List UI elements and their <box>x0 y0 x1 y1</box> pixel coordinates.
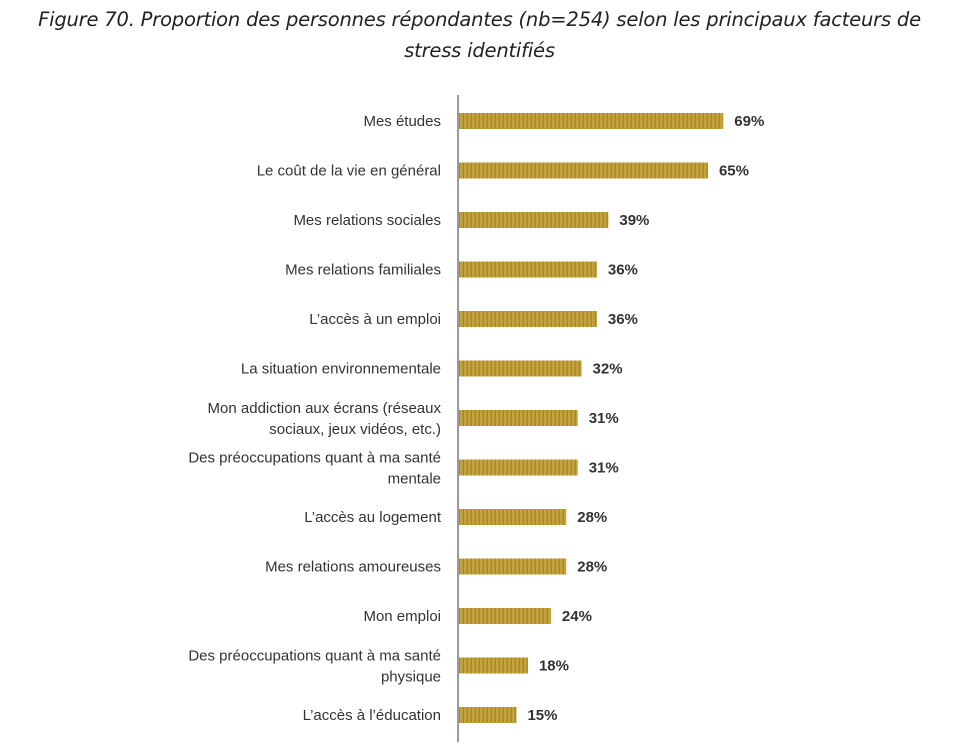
category-label: Mon emploi <box>363 608 441 625</box>
category-label: Des préoccupations quant à ma santé <box>188 450 441 467</box>
bar <box>459 707 517 723</box>
bar <box>459 410 578 426</box>
bar <box>459 608 551 624</box>
category-label: sociaux, jeux vidéos, etc.) <box>269 421 441 438</box>
data-label: 31% <box>589 460 619 477</box>
category-label: L’accès à l’éducation <box>303 707 441 724</box>
data-label: 36% <box>608 262 638 279</box>
data-label: 15% <box>527 707 557 724</box>
category-label: mentale <box>388 471 441 488</box>
bars-group: 69% Mes études 65% Le coût de la vie en gén… <box>188 113 764 724</box>
data-label: 32% <box>593 361 623 378</box>
category-label: Des préoccupations quant à ma santé <box>188 648 441 665</box>
bar <box>459 360 582 377</box>
bar <box>459 261 597 278</box>
data-label: 18% <box>539 658 569 675</box>
data-label: 28% <box>577 559 607 576</box>
chart-title: Figure 70. Proportion des personnes répo… <box>0 4 959 66</box>
category-label: physique <box>381 669 441 686</box>
bar <box>459 212 609 228</box>
chart-title-line-2: stress identifiés <box>404 39 555 62</box>
bar <box>459 509 567 525</box>
category-label: Le coût de la vie en général <box>257 163 441 180</box>
bar <box>459 459 578 476</box>
category-label: L’accès à un emploi <box>309 311 441 328</box>
bar <box>459 311 597 327</box>
bar <box>459 162 708 179</box>
data-label: 24% <box>562 608 592 625</box>
data-label: 28% <box>577 509 607 526</box>
data-label: 31% <box>589 410 619 427</box>
chart-title-line-1: Figure 70. Proportion des personnes répo… <box>38 8 921 31</box>
category-label: La situation environnementale <box>241 361 441 378</box>
data-label: 39% <box>619 212 649 229</box>
category-label: Mes relations sociales <box>293 212 441 229</box>
category-label: Mes relations amoureuses <box>265 559 441 576</box>
category-label: L’accès au logement <box>304 509 442 526</box>
bar <box>459 657 528 674</box>
category-label: Mon addiction aux écrans (réseaux <box>208 400 442 417</box>
data-label: 36% <box>608 311 638 328</box>
data-label: 69% <box>734 113 764 130</box>
bar <box>459 558 567 575</box>
category-label: Mes études <box>363 113 441 130</box>
data-label: 65% <box>719 163 749 180</box>
bar <box>459 113 724 129</box>
category-label: Mes relations familiales <box>285 262 441 279</box>
